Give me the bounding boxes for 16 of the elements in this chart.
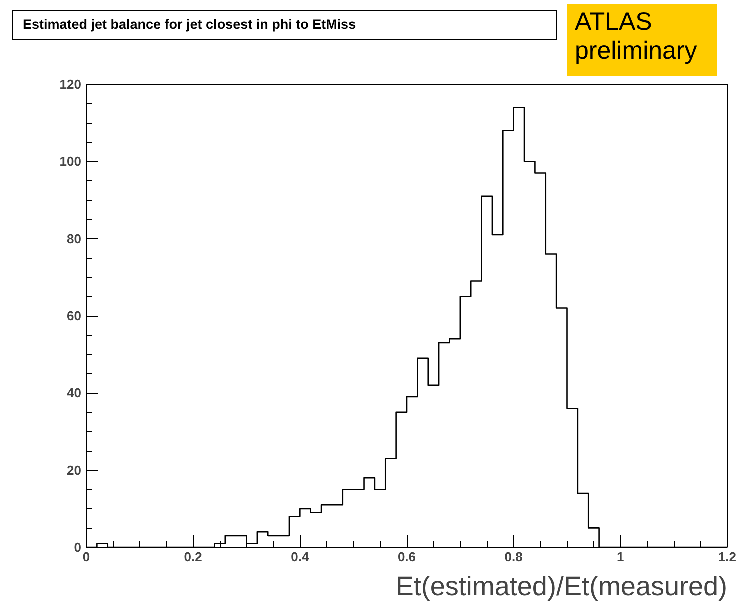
y-tick-label: 80 (67, 231, 82, 246)
x-tick-label: 0.2 (184, 550, 202, 564)
y-tick-label: 100 (60, 154, 82, 170)
x-tick-label: 1 (617, 550, 624, 564)
x-tick-label: 0.6 (398, 550, 416, 564)
y-tick-label: 120 (60, 77, 82, 92)
y-tick-label: 0 (74, 540, 82, 555)
y-tick-label: 20 (67, 462, 82, 478)
chart-title: Estimated jet balance for jet closest in phi to EtMiss (23, 16, 356, 34)
x-tick-label: 1.2 (718, 550, 737, 564)
y-tick-label: 60 (67, 308, 82, 324)
x-tick-label: 0.4 (291, 550, 310, 564)
y-tick-label: 40 (67, 386, 82, 401)
x-axis-title: Et(estimated)/Et(measured) (396, 572, 728, 602)
text: ATLAS preliminary (575, 8, 698, 66)
x-tick-label: 0.8 (504, 550, 523, 564)
